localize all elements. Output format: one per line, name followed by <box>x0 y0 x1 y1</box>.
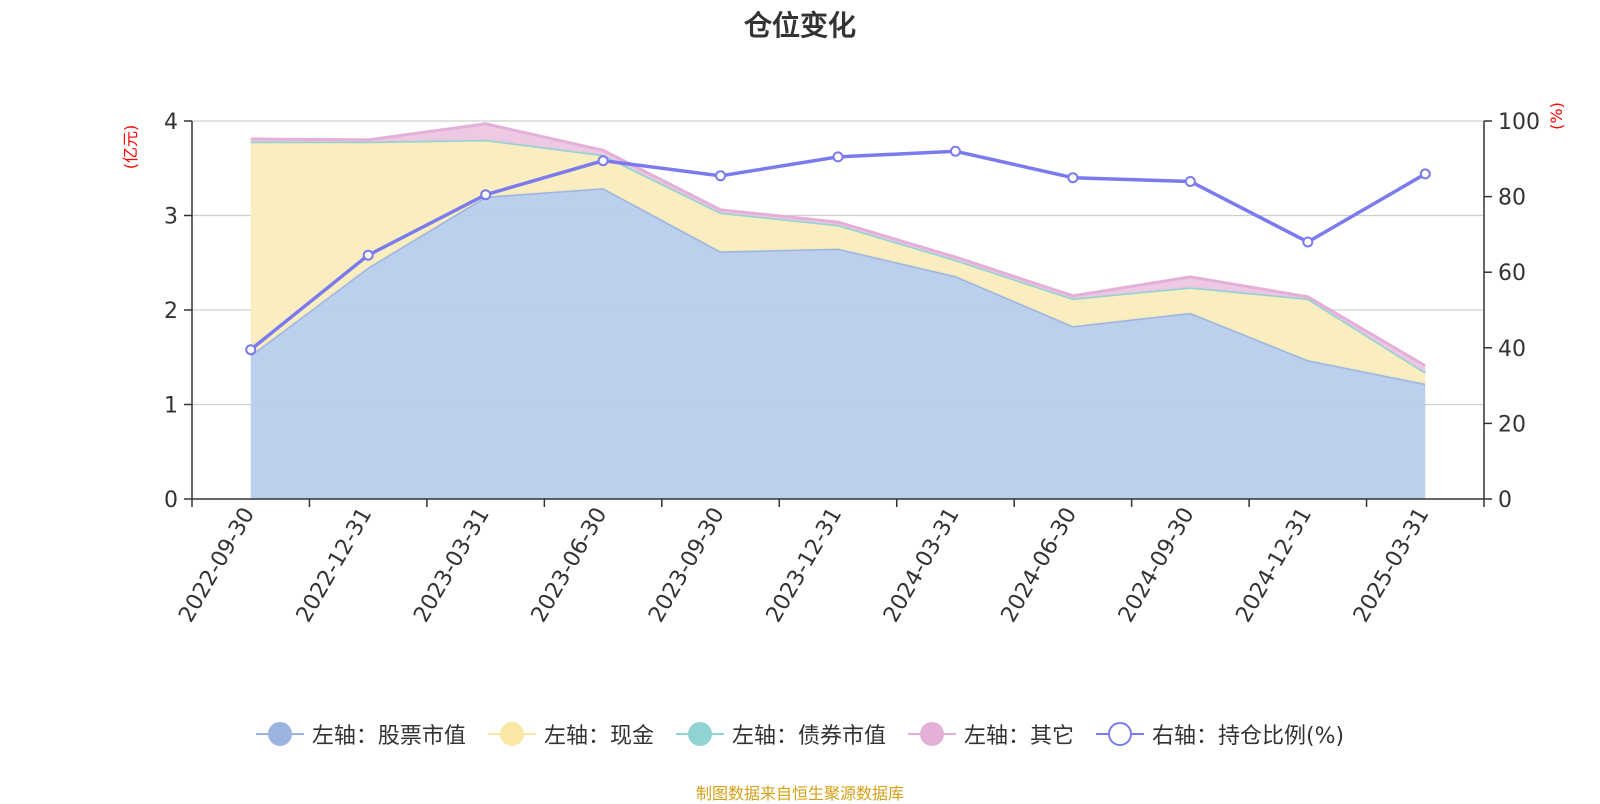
legend-item-3[interactable]: 左轴：其它 <box>907 718 1074 750</box>
left-tick-label: 3 <box>164 205 178 230</box>
legend-item-2[interactable]: 左轴：债券市值 <box>675 718 886 750</box>
legend-item-1[interactable]: 左轴：现金 <box>487 718 654 750</box>
area-edge-3 <box>250 122 1427 368</box>
ratio-point <box>480 189 492 201</box>
ratio-point <box>1302 236 1314 248</box>
right-axis-unit: (%) <box>1547 102 1566 130</box>
x-tick-label: 2022-12-31 <box>292 504 378 627</box>
left-tick-label: 2 <box>164 299 178 324</box>
legend-label: 左轴：股票市值 <box>311 724 466 749</box>
x-tick-label: 2023-12-31 <box>762 504 848 627</box>
area-series-1 <box>250 139 1426 384</box>
left-tick-label: 0 <box>164 488 178 513</box>
legend-label: 左轴：其它 <box>963 724 1074 749</box>
right-tick-label: 0 <box>1498 488 1512 513</box>
ratio-point <box>362 249 374 261</box>
ratio-point <box>715 170 727 182</box>
ratio-point <box>949 145 961 157</box>
left-tick-label: 1 <box>164 394 178 419</box>
right-tick-label: 80 <box>1498 186 1526 211</box>
x-tick-label: 2023-03-31 <box>409 504 495 627</box>
legend-label: 右轴：持仓比例(%) <box>1151 724 1345 749</box>
ratio-point <box>597 155 609 167</box>
ratio-point <box>1419 168 1431 180</box>
legend-swatch-icon <box>907 721 956 747</box>
right-tick-label: 60 <box>1498 261 1526 286</box>
x-tick-label: 2025-03-31 <box>1349 504 1435 627</box>
area-layer <box>249 122 1427 499</box>
right-tick-label: 20 <box>1498 412 1526 437</box>
source-note: 制图数据来自恒生聚源数据库 <box>695 784 904 803</box>
left-tick-label: 4 <box>164 110 178 135</box>
x-tick-label: 2023-09-30 <box>644 504 730 627</box>
legend-swatch-icon <box>487 721 536 747</box>
legend-item-0[interactable]: 左轴：股票市值 <box>255 718 466 750</box>
legend-item-4[interactable]: 右轴：持仓比例(%) <box>1095 718 1345 750</box>
legend-swatch-icon <box>255 721 304 747</box>
x-tick-label: 2024-09-30 <box>1114 504 1200 627</box>
ratio-point <box>1067 172 1079 184</box>
ratio-point <box>245 344 257 356</box>
area-series-0 <box>250 188 1426 499</box>
x-tick-label: 2024-06-30 <box>997 504 1083 627</box>
legend-swatch-icon <box>1095 721 1144 747</box>
left-axis-unit: (亿元) <box>121 125 140 170</box>
x-tick-label: 2022-09-30 <box>174 504 260 627</box>
x-tick-label: 2024-12-31 <box>1231 504 1317 627</box>
right-tick-label: 100 <box>1498 110 1540 135</box>
legend: 左轴：股票市值 左轴：现金 左轴：债券市值 左轴：其它 右轴：持仓比例(%) <box>0 718 1600 750</box>
line-layer <box>245 145 1431 356</box>
legend-label: 左轴：债券市值 <box>731 724 886 749</box>
ratio-point <box>1184 175 1196 187</box>
legend-label: 左轴：现金 <box>543 724 654 749</box>
x-tick-label: 2023-06-30 <box>527 504 613 627</box>
right-tick-label: 40 <box>1498 337 1526 362</box>
chart-title: 仓位变化 <box>743 9 856 42</box>
x-tick-label: 2024-03-31 <box>879 504 965 627</box>
legend-swatch-icon <box>675 721 724 747</box>
ratio-point <box>832 151 844 163</box>
